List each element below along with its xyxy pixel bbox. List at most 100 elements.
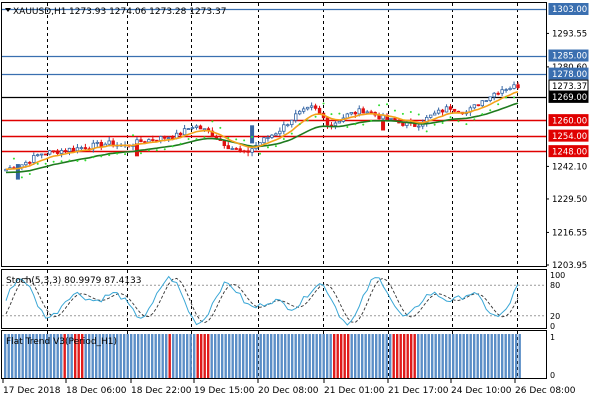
trend-bar-blue — [487, 334, 490, 378]
trend-bar-blue — [277, 334, 280, 378]
candle-body — [301, 108, 306, 112]
psar-dot — [298, 123, 301, 126]
candle-body — [36, 154, 40, 157]
candle-body — [516, 84, 520, 89]
trend-bar-blue — [154, 334, 157, 378]
stoch-level-label: 100 — [550, 271, 565, 280]
trend-bar-red — [413, 334, 416, 378]
candle-body — [226, 145, 230, 150]
trend-bar-blue — [130, 334, 133, 378]
trend-bar-blue — [18, 334, 21, 378]
trend-bar-blue — [448, 334, 451, 378]
price-box-label: 1285.00 — [552, 52, 587, 62]
trend-bar-blue — [179, 334, 182, 378]
psar-dot — [243, 139, 246, 142]
trend-bar-blue — [427, 334, 430, 378]
time-label: 18 Dec 06:00 — [66, 386, 127, 396]
candle-body — [24, 161, 28, 166]
candle-body — [194, 125, 199, 128]
trend-bar-blue — [417, 334, 420, 378]
psar-dot — [235, 138, 238, 141]
trend-bar-blue — [382, 334, 385, 378]
trend-bar-red — [340, 334, 343, 378]
price-box-red — [548, 145, 589, 158]
psar-dot — [203, 136, 206, 139]
psar-dot — [465, 123, 468, 126]
trend-bar-blue — [228, 334, 231, 378]
trend-bar-blue — [466, 334, 469, 378]
trend-bar-blue — [375, 334, 378, 378]
candle-body — [448, 106, 453, 110]
psar-dot — [195, 138, 198, 141]
psar-dot — [362, 123, 365, 126]
ohlc-caption: 1273.93 1274.06 1273.28 1273.37 — [69, 7, 226, 17]
price-box-label: 1254.00 — [552, 132, 587, 142]
time-label: 20 Dec 08:00 — [258, 386, 319, 396]
candle-body — [436, 109, 441, 114]
candle-body — [286, 124, 290, 127]
trend-bar-blue — [109, 334, 112, 378]
trend-bar-blue — [385, 334, 388, 378]
price-box-label: 1248.00 — [552, 147, 587, 157]
trend-bar-red — [168, 334, 171, 378]
price-tick-label: 1229.50 — [552, 195, 587, 205]
candle-body — [163, 136, 167, 139]
trend-panel-frame — [1, 330, 547, 379]
trend-bar-blue — [515, 334, 518, 378]
candle-body — [107, 140, 111, 145]
trend-bar-blue — [326, 334, 329, 378]
trend-bar-blue — [32, 334, 35, 378]
candle-body — [333, 122, 338, 126]
candle-body — [230, 148, 234, 150]
candle-body — [444, 106, 449, 113]
time-label: 18 Dec 22:00 — [131, 386, 192, 396]
time-label: 19 Dec 15:00 — [194, 386, 255, 396]
trend-bar-red — [207, 334, 210, 378]
candle-body — [51, 150, 56, 153]
psar-dot — [314, 115, 317, 118]
time-label: 21 Dec 01:00 — [324, 386, 385, 396]
trend-bar-blue — [60, 334, 63, 378]
trend-bar-blue — [56, 334, 59, 378]
trend-bar-blue — [140, 334, 143, 378]
candle-body — [167, 137, 171, 140]
candle-body — [428, 114, 433, 118]
trend-bar-blue — [84, 334, 87, 378]
trend-bar-blue — [504, 334, 507, 378]
psar-dot — [171, 145, 174, 148]
psar-dot — [417, 113, 420, 116]
candle-body — [262, 137, 266, 144]
trend-bar-blue — [518, 334, 521, 378]
trend-bar-blue — [238, 334, 241, 378]
moving-averages — [5, 91, 519, 174]
psar-dot — [497, 103, 500, 106]
psar-dot — [338, 112, 341, 115]
trend-bar-blue — [119, 334, 122, 378]
psar-dot — [76, 159, 79, 162]
psar-dot — [108, 154, 111, 157]
candle-body — [83, 147, 88, 150]
candle-body — [440, 109, 445, 113]
time-axis: 17 Dec 2018 18 Dec 06:00 18 Dec 22:00 19 De… — [2, 379, 576, 396]
psar-dot — [163, 148, 166, 151]
price-box-blue — [548, 3, 589, 15]
trend-bar-blue — [511, 334, 514, 378]
stoch-main-line — [5, 275, 519, 326]
trend-bar-blue — [441, 334, 444, 378]
candle-body — [222, 140, 226, 147]
candle-body — [190, 127, 195, 129]
trend-bar-blue — [116, 334, 119, 378]
candle-body — [369, 111, 373, 114]
psar-dot — [44, 162, 47, 165]
candle-body — [432, 112, 437, 116]
trend-bar-blue — [189, 334, 192, 378]
trend-bar-blue — [329, 334, 332, 378]
trend-bar-blue — [70, 334, 73, 378]
trend-level-label: 0 — [550, 371, 555, 380]
psar-dot — [92, 156, 95, 159]
trend-bar-blue — [193, 334, 196, 378]
trend-bar-blue — [298, 334, 301, 378]
caret-down-icon[interactable] — [5, 8, 11, 12]
